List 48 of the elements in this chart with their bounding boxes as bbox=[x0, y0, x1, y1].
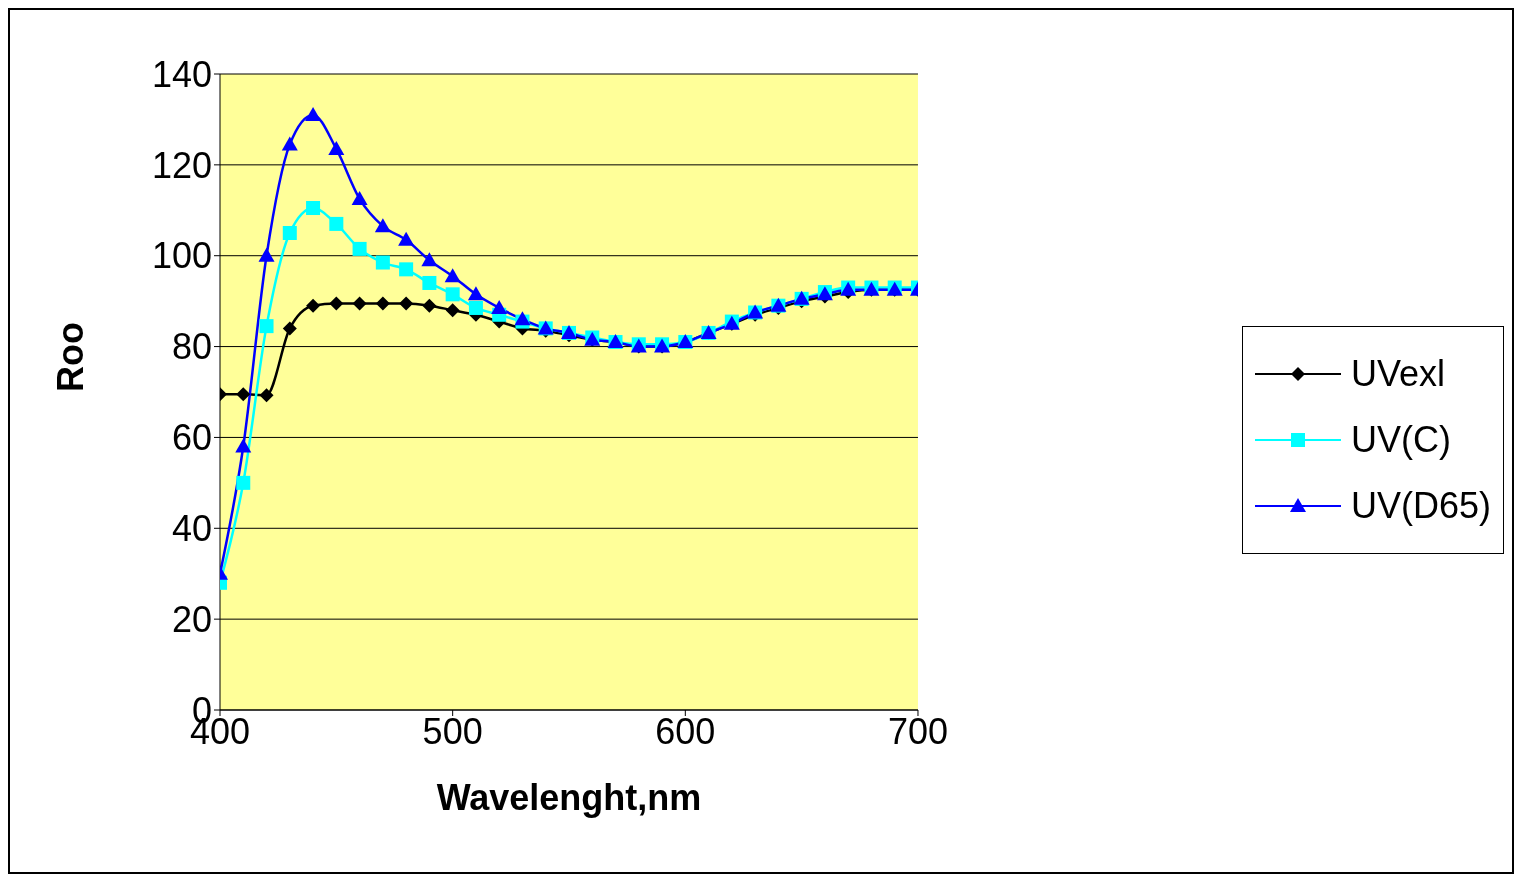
point bbox=[421, 252, 438, 267]
point bbox=[422, 298, 437, 313]
y-tick-label: 140 bbox=[151, 53, 212, 95]
x-tick-label: 500 bbox=[422, 710, 483, 752]
point bbox=[258, 247, 275, 262]
point bbox=[329, 296, 344, 311]
point bbox=[467, 286, 484, 301]
y-tick-label: 60 bbox=[171, 417, 212, 459]
point bbox=[398, 231, 415, 246]
point bbox=[236, 475, 251, 490]
x-tick-label: 600 bbox=[655, 710, 716, 752]
y-tick-label: 100 bbox=[151, 235, 212, 277]
point bbox=[281, 136, 298, 151]
point bbox=[491, 299, 508, 314]
point bbox=[374, 218, 391, 233]
point bbox=[352, 241, 367, 256]
point bbox=[282, 226, 297, 240]
point bbox=[306, 298, 321, 313]
point bbox=[305, 106, 322, 121]
point bbox=[352, 296, 367, 311]
point bbox=[445, 303, 460, 318]
y-tick-label: 80 bbox=[171, 326, 212, 368]
point bbox=[328, 140, 345, 155]
point bbox=[444, 268, 461, 283]
point bbox=[351, 190, 368, 205]
point bbox=[259, 388, 274, 403]
point bbox=[259, 319, 274, 334]
point bbox=[399, 262, 414, 277]
point bbox=[375, 255, 390, 270]
point bbox=[306, 201, 321, 216]
point bbox=[399, 296, 414, 311]
point bbox=[235, 438, 252, 453]
point bbox=[468, 300, 483, 315]
x-axis-title: Wavelenght,nm bbox=[436, 777, 702, 818]
y-axis-title: Roo bbox=[49, 322, 91, 392]
point bbox=[329, 216, 344, 231]
x-tick-label: 700 bbox=[887, 710, 949, 752]
legend-label: UV(C) bbox=[1350, 419, 1451, 461]
point bbox=[282, 321, 297, 336]
legend-label: UV(D65) bbox=[1350, 485, 1491, 527]
point bbox=[375, 296, 390, 311]
y-tick-label: 120 bbox=[151, 144, 212, 186]
point bbox=[422, 275, 437, 290]
y-tick-label: 20 bbox=[171, 598, 212, 640]
legend-label: UVexl bbox=[1350, 353, 1446, 395]
point bbox=[445, 287, 460, 302]
y-tick-label: 40 bbox=[171, 508, 212, 550]
point bbox=[236, 387, 251, 402]
